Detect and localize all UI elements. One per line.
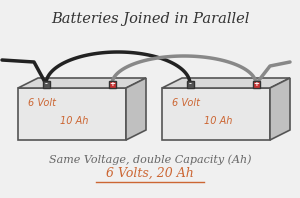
Polygon shape [162,78,290,88]
Text: Same Voltage, double Capacity (Ah): Same Voltage, double Capacity (Ah) [49,154,251,165]
Polygon shape [253,81,260,88]
Text: 6 Volts, 20 Ah: 6 Volts, 20 Ah [106,167,194,180]
Polygon shape [270,78,290,140]
Text: 6 Volt: 6 Volt [172,98,200,108]
Polygon shape [18,88,126,140]
Polygon shape [18,78,146,88]
Polygon shape [187,81,194,88]
Text: +: + [109,81,115,87]
Text: 10 Ah: 10 Ah [204,116,233,126]
Text: +: + [253,81,259,87]
Text: 10 Ah: 10 Ah [60,116,88,126]
Polygon shape [126,78,146,140]
Text: -: - [45,81,47,87]
Text: Batteries Joined in Parallel: Batteries Joined in Parallel [51,12,249,26]
Polygon shape [43,81,50,88]
Text: 6 Volt: 6 Volt [28,98,56,108]
Text: -: - [189,81,191,87]
Polygon shape [109,81,116,88]
Polygon shape [162,88,270,140]
